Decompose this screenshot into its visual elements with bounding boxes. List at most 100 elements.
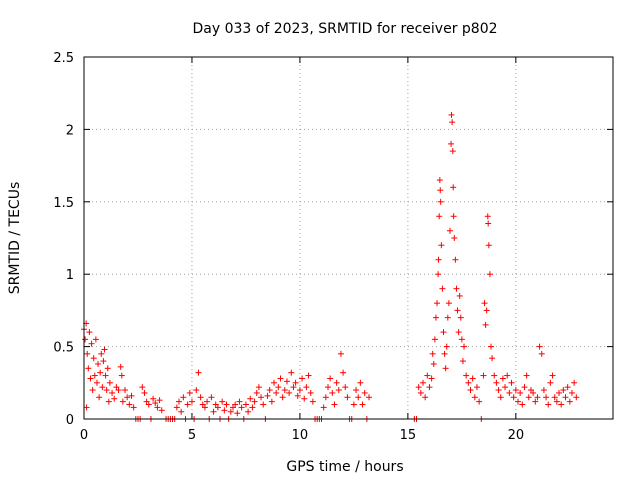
data-point — [344, 394, 351, 401]
x-tick-label: 0 — [80, 428, 88, 443]
data-point — [429, 350, 436, 357]
data-point — [342, 384, 349, 391]
data-point — [476, 398, 483, 405]
data-point — [99, 384, 106, 391]
data-point — [96, 394, 103, 401]
data-point — [510, 394, 517, 401]
data-point — [286, 389, 293, 396]
data-point — [91, 372, 98, 379]
data-point — [547, 379, 554, 386]
data-point — [201, 404, 208, 411]
data-point — [437, 198, 444, 205]
data-point — [480, 372, 487, 379]
data-point — [223, 401, 230, 408]
data-point — [333, 379, 340, 386]
data-point — [204, 398, 211, 405]
data-point — [350, 401, 357, 408]
data-point — [465, 379, 472, 386]
data-point — [101, 346, 108, 353]
y-tick-label: 2 — [66, 123, 74, 138]
data-point — [519, 401, 526, 408]
data-point — [471, 394, 478, 401]
data-point — [553, 398, 560, 405]
data-point — [558, 401, 565, 408]
data-point — [443, 343, 450, 350]
data-point — [566, 398, 573, 405]
data-point — [303, 384, 310, 391]
data-point — [521, 384, 528, 391]
data-point — [434, 300, 441, 307]
y-axis-label: SRMTID / TECUs — [7, 182, 23, 295]
data-point — [307, 389, 314, 396]
data-point — [440, 329, 447, 336]
data-point — [430, 360, 437, 367]
data-point — [512, 387, 519, 394]
data-point — [118, 372, 125, 379]
data-point — [495, 387, 502, 394]
data-point — [87, 375, 94, 382]
data-point — [353, 387, 360, 394]
data-point — [485, 220, 492, 227]
data-point — [436, 213, 443, 220]
x-tick-label: 20 — [508, 428, 525, 443]
x-tick-label: 15 — [400, 428, 417, 443]
data-point — [448, 111, 455, 118]
data-point — [525, 394, 532, 401]
data-point — [195, 369, 202, 376]
data-point — [419, 379, 426, 386]
data-point — [485, 242, 492, 249]
data-point — [551, 394, 558, 401]
data-point — [88, 340, 95, 347]
data-point — [484, 213, 491, 220]
data-point — [253, 389, 260, 396]
data-point — [152, 400, 159, 407]
data-point — [128, 392, 135, 399]
data-point — [456, 292, 463, 299]
data-point — [208, 394, 215, 401]
data-point — [523, 372, 530, 379]
data-point — [454, 307, 461, 314]
data-point — [452, 256, 459, 263]
y-tick-label: 0 — [66, 413, 74, 428]
data-point — [415, 384, 422, 391]
data-point — [89, 387, 96, 394]
data-point — [277, 375, 284, 382]
data-point — [122, 387, 129, 394]
data-point — [93, 379, 100, 386]
data-point — [486, 271, 493, 278]
data-point — [489, 355, 496, 362]
data-point — [130, 404, 137, 411]
data-point — [530, 389, 537, 396]
data-point — [84, 350, 91, 357]
data-point — [543, 394, 550, 401]
data-point — [92, 336, 99, 343]
data-point — [290, 384, 297, 391]
data-point — [322, 394, 329, 401]
data-point — [281, 387, 288, 394]
data-point — [337, 350, 344, 357]
data-point — [504, 372, 511, 379]
data-point — [436, 177, 443, 184]
data-point — [549, 372, 556, 379]
data-point — [100, 358, 107, 365]
y-tick-label: 2.5 — [53, 51, 74, 66]
data-point — [105, 398, 112, 405]
data-point — [428, 375, 435, 382]
data-point — [82, 336, 89, 343]
data-point — [449, 119, 456, 126]
data-point — [545, 401, 552, 408]
data-point — [251, 398, 258, 405]
data-point — [186, 389, 193, 396]
data-point — [86, 329, 93, 336]
data-point — [366, 394, 373, 401]
data-point — [483, 307, 490, 314]
data-point — [461, 343, 468, 350]
data-point — [488, 343, 495, 350]
data-point — [431, 336, 438, 343]
data-point — [448, 140, 455, 147]
data-point — [260, 401, 267, 408]
data-point — [150, 395, 157, 402]
data-point — [449, 148, 456, 155]
chart-title: Day 033 of 2023, SRMTID for receiver p80… — [192, 21, 497, 37]
data-point — [214, 404, 221, 411]
